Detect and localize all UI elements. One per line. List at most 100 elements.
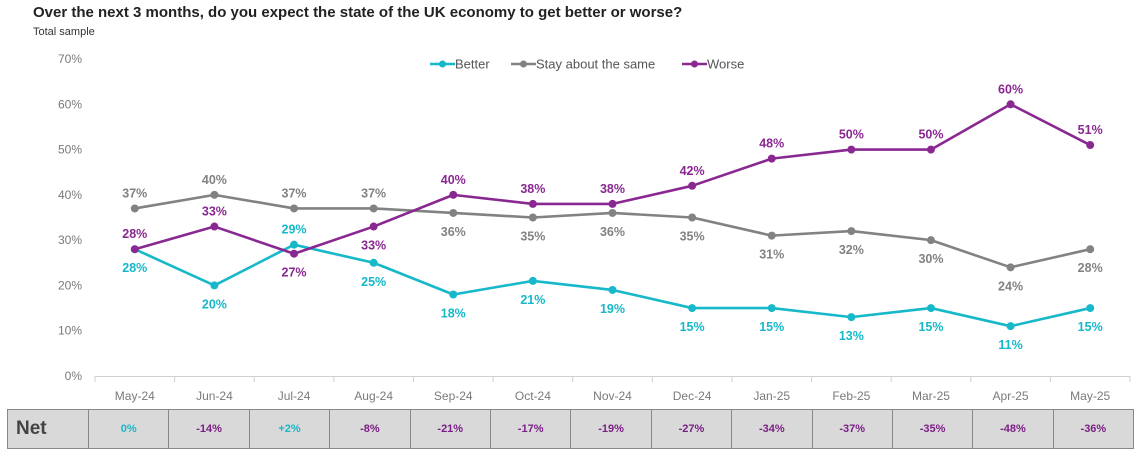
data-label-worse: 50% [918,128,943,142]
net-cell: -21% [410,410,491,448]
data-label-same: 37% [361,186,386,200]
data-point-same [528,213,537,222]
data-point-worse [369,222,378,231]
data-label-worse: 40% [441,173,466,187]
data-label-better: 29% [282,223,307,237]
data-point-same [767,231,776,240]
data-label-worse: 33% [202,205,227,219]
y-axis: 0% 10% 20% 30% 40% 50% 60% 70% [58,52,82,383]
data-label-same: 28% [1078,261,1103,275]
data-point-worse [847,145,856,154]
data-label-worse: 42% [680,164,705,178]
data-label-better: 28% [122,261,147,275]
y-tick-label: 30% [58,233,82,247]
data-label-same: 24% [998,279,1023,293]
data-point-worse [767,154,776,163]
net-cell: -27% [651,410,733,448]
data-point-better [608,285,617,294]
data-point-same [1006,263,1015,272]
chart-title: Over the next 3 months, do you expect th… [33,4,683,21]
data-label-worse: 48% [759,137,784,151]
data-label-better: 15% [680,320,705,334]
net-cell: +2% [249,410,331,448]
data-label-better: 13% [839,329,864,343]
x-tick-label: Aug-24 [354,389,393,403]
data-point-worse [290,249,299,258]
data-point-same [1086,245,1095,254]
data-point-worse [130,245,139,254]
data-point-worse [449,190,458,199]
x-tick-label: Nov-24 [593,389,632,403]
y-tick-label: 70% [58,52,82,66]
data-point-same [847,227,856,236]
data-label-better: 18% [441,306,466,320]
legend: Better Stay about the same Worse [430,57,744,72]
x-tick-label: Jan-25 [753,389,790,403]
net-label: Net [8,410,89,448]
y-tick-label: 10% [58,324,82,338]
x-tick-label: Mar-25 [912,389,950,403]
data-point-worse [1086,141,1095,150]
data-point-same [688,213,697,222]
data-label-better: 21% [520,293,545,307]
data-label-worse: 33% [361,239,386,253]
series-group: 28% 20% 29% 25% 18% 21% 19% 15% 15% 13% 15% 11% 15% 3… [122,82,1102,352]
data-point-better [210,281,219,290]
data-point-worse [926,145,935,154]
x-tick-label: Dec-24 [673,389,712,403]
data-label-better: 15% [918,320,943,334]
data-point-worse [688,181,697,190]
data-label-worse: 38% [600,182,625,196]
data-label-same: 32% [839,243,864,257]
net-cell: -14% [169,410,250,448]
data-label-same: 40% [202,173,227,187]
x-tick-label: May-25 [1070,389,1110,403]
data-point-better [767,304,776,313]
y-tick-label: 0% [65,369,83,383]
data-point-same [608,208,617,217]
data-point-better [1006,322,1015,331]
data-point-same [210,190,219,199]
data-label-same: 30% [918,252,943,266]
data-point-same [449,208,458,217]
data-point-same [926,236,935,245]
data-point-better [528,276,537,285]
net-cell: -35% [892,410,974,448]
y-tick-label: 20% [58,278,82,292]
chart-subtitle: Total sample [33,26,95,38]
data-label-worse: 28% [122,227,147,241]
data-point-same [130,204,139,213]
net-cell: -34% [732,410,813,448]
data-label-better: 20% [202,297,227,311]
net-cell: -8% [330,410,411,448]
net-cell: -17% [490,410,572,448]
data-point-better [688,304,697,313]
data-point-worse [210,222,219,231]
data-point-worse [608,199,617,208]
x-tick-label: Jul-24 [278,389,311,403]
data-label-better: 25% [361,275,386,289]
legend-marker-better [439,60,446,68]
y-tick-label: 40% [58,188,82,202]
data-point-better [290,240,299,249]
data-point-worse [1006,100,1015,109]
data-label-worse: 38% [520,182,545,196]
legend-marker-worse [691,60,698,68]
data-label-same: 37% [122,186,147,200]
legend-label-worse: Worse [707,57,744,72]
data-point-better [926,304,935,313]
data-label-worse: 27% [282,266,307,280]
data-label-worse: 51% [1078,123,1103,137]
x-tick-label: Oct-24 [515,389,551,403]
line-chart: 0% 10% 20% 30% 40% 50% 60% 70% May-24 Jun-24 Jul-… [58,52,1131,403]
data-label-same: 35% [680,230,705,244]
data-label-same: 35% [520,230,545,244]
data-point-better [369,258,378,267]
data-label-better: 11% [998,338,1022,352]
data-label-worse: 60% [998,82,1023,96]
data-label-better: 15% [759,320,784,334]
legend-marker-same [520,60,527,68]
net-cell: -36% [1053,410,1134,448]
net-row: Net 0% -14% +2% -8% -21% -17% -19% -27% -34% -37%… [7,409,1134,449]
x-tick-label: Jun-24 [196,389,233,403]
